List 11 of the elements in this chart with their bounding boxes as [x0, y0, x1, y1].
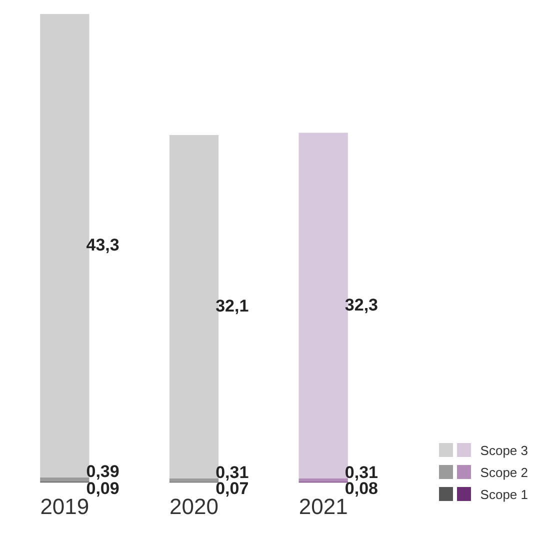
data-label: 43,3: [86, 235, 120, 254]
x-tick-label: 2020: [170, 494, 218, 519]
data-label: 0,39: [86, 462, 120, 482]
x-tick-label: 2021: [298, 494, 348, 519]
data-label: 32,1: [216, 296, 249, 316]
data-label: 32,3: [344, 295, 378, 314]
legend-label: Scope 1: [480, 486, 528, 502]
data-label: 0,31: [216, 462, 249, 482]
data-label: 0,31: [344, 462, 378, 482]
legend-label: Scope 3: [480, 442, 528, 458]
legend-label: Scope 2: [480, 464, 528, 480]
